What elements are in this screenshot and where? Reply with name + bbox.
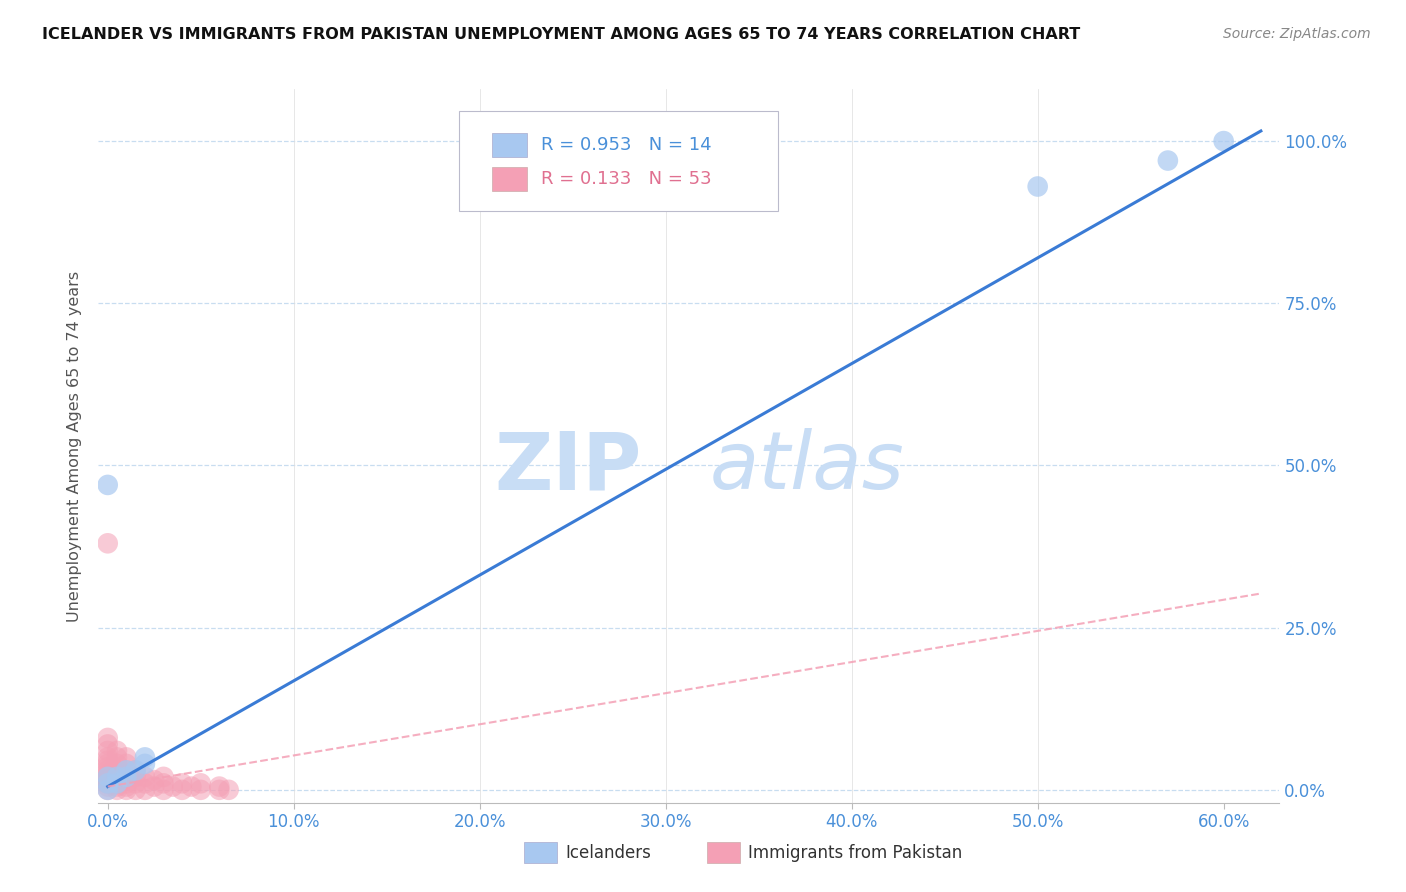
Point bbox=[115, 756, 138, 771]
Point bbox=[97, 773, 120, 788]
Point bbox=[143, 773, 166, 788]
Point bbox=[115, 764, 138, 778]
Point bbox=[97, 770, 120, 784]
Point bbox=[97, 776, 120, 790]
Point bbox=[97, 536, 120, 550]
Text: Icelanders: Icelanders bbox=[565, 844, 651, 862]
Point bbox=[97, 754, 120, 768]
Bar bbox=[707, 842, 740, 863]
Point bbox=[124, 764, 146, 778]
Point bbox=[97, 760, 120, 774]
Point bbox=[190, 776, 212, 790]
Point bbox=[134, 782, 156, 797]
Point bbox=[97, 766, 120, 780]
Point bbox=[218, 782, 240, 797]
Point bbox=[97, 738, 120, 752]
Point bbox=[105, 776, 128, 790]
Point bbox=[124, 770, 146, 784]
Text: ZIP: ZIP bbox=[495, 428, 641, 507]
Point bbox=[134, 750, 156, 764]
Point bbox=[134, 776, 156, 790]
Point bbox=[105, 782, 128, 797]
Point bbox=[97, 478, 120, 492]
Point bbox=[115, 770, 138, 784]
Point bbox=[115, 780, 138, 794]
Point bbox=[124, 776, 146, 790]
Point bbox=[115, 750, 138, 764]
Text: R = 0.133   N = 53: R = 0.133 N = 53 bbox=[541, 169, 711, 187]
Y-axis label: Unemployment Among Ages 65 to 74 years: Unemployment Among Ages 65 to 74 years bbox=[67, 270, 83, 622]
Point bbox=[115, 770, 138, 784]
Point bbox=[97, 750, 120, 764]
Point bbox=[152, 776, 174, 790]
Point bbox=[97, 770, 120, 784]
Point bbox=[105, 780, 128, 794]
Point bbox=[97, 764, 120, 778]
Text: atlas: atlas bbox=[710, 428, 904, 507]
Point bbox=[105, 750, 128, 764]
Point bbox=[115, 776, 138, 790]
Point bbox=[1212, 134, 1234, 148]
Point bbox=[115, 764, 138, 778]
Point bbox=[105, 756, 128, 771]
Point bbox=[105, 770, 128, 784]
Point bbox=[152, 770, 174, 784]
Point bbox=[115, 782, 138, 797]
Point bbox=[97, 782, 120, 797]
Point bbox=[97, 770, 120, 784]
Point bbox=[152, 782, 174, 797]
Point bbox=[105, 776, 128, 790]
Point bbox=[105, 744, 128, 758]
Point bbox=[134, 770, 156, 784]
Point bbox=[105, 773, 128, 788]
Point bbox=[97, 780, 120, 794]
Bar bbox=[523, 842, 557, 863]
Point bbox=[97, 776, 120, 790]
Point bbox=[97, 776, 120, 790]
Point bbox=[97, 731, 120, 745]
Point bbox=[172, 782, 194, 797]
Point bbox=[162, 780, 184, 794]
Point bbox=[124, 764, 146, 778]
Point bbox=[208, 780, 231, 794]
Point bbox=[180, 780, 202, 794]
Text: ICELANDER VS IMMIGRANTS FROM PAKISTAN UNEMPLOYMENT AMONG AGES 65 TO 74 YEARS COR: ICELANDER VS IMMIGRANTS FROM PAKISTAN UN… bbox=[42, 27, 1080, 42]
Point bbox=[97, 756, 120, 771]
Point bbox=[105, 764, 128, 778]
Bar bbox=[492, 134, 527, 157]
Point bbox=[143, 780, 166, 794]
Point bbox=[208, 782, 231, 797]
Bar bbox=[492, 167, 527, 191]
Point bbox=[134, 756, 156, 771]
Text: Source: ZipAtlas.com: Source: ZipAtlas.com bbox=[1223, 27, 1371, 41]
Text: R = 0.953   N = 14: R = 0.953 N = 14 bbox=[541, 136, 711, 154]
Point bbox=[1026, 179, 1049, 194]
Text: Immigrants from Pakistan: Immigrants from Pakistan bbox=[748, 844, 962, 862]
Point bbox=[172, 776, 194, 790]
FancyBboxPatch shape bbox=[458, 111, 778, 211]
Point bbox=[97, 744, 120, 758]
Point bbox=[190, 782, 212, 797]
Point bbox=[97, 782, 120, 797]
Point bbox=[1157, 153, 1180, 168]
Point bbox=[105, 770, 128, 784]
Point bbox=[124, 782, 146, 797]
